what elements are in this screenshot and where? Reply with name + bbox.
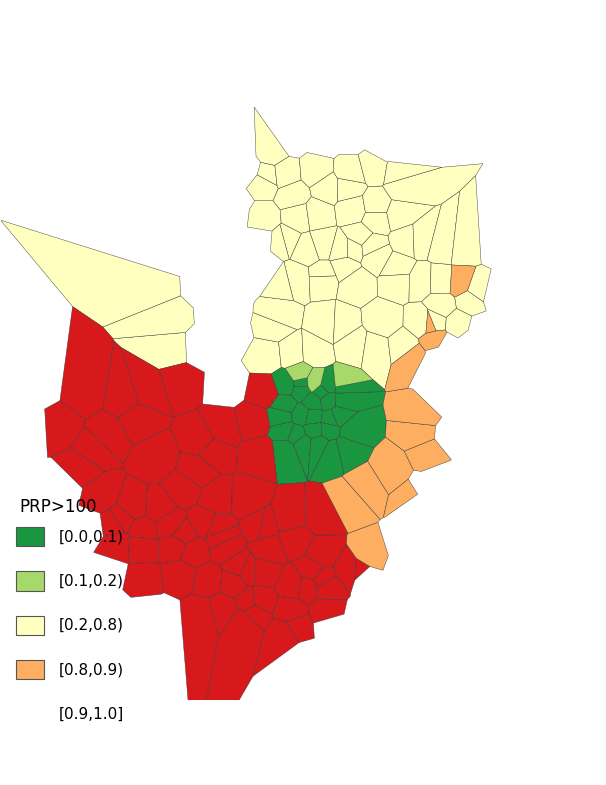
- FancyBboxPatch shape: [16, 527, 44, 546]
- FancyBboxPatch shape: [16, 571, 44, 590]
- Text: [0.1,0.2): [0.1,0.2): [59, 573, 124, 589]
- Text: PRP>100: PRP>100: [19, 498, 97, 516]
- FancyBboxPatch shape: [16, 660, 44, 679]
- FancyBboxPatch shape: [16, 615, 44, 635]
- Text: [0.9,1.0]: [0.9,1.0]: [59, 706, 124, 721]
- FancyBboxPatch shape: [16, 704, 44, 724]
- Text: [0.2,0.8): [0.2,0.8): [59, 618, 124, 633]
- Text: [0.0,0.1): [0.0,0.1): [59, 529, 124, 544]
- Text: [0.8,0.9): [0.8,0.9): [59, 662, 124, 677]
